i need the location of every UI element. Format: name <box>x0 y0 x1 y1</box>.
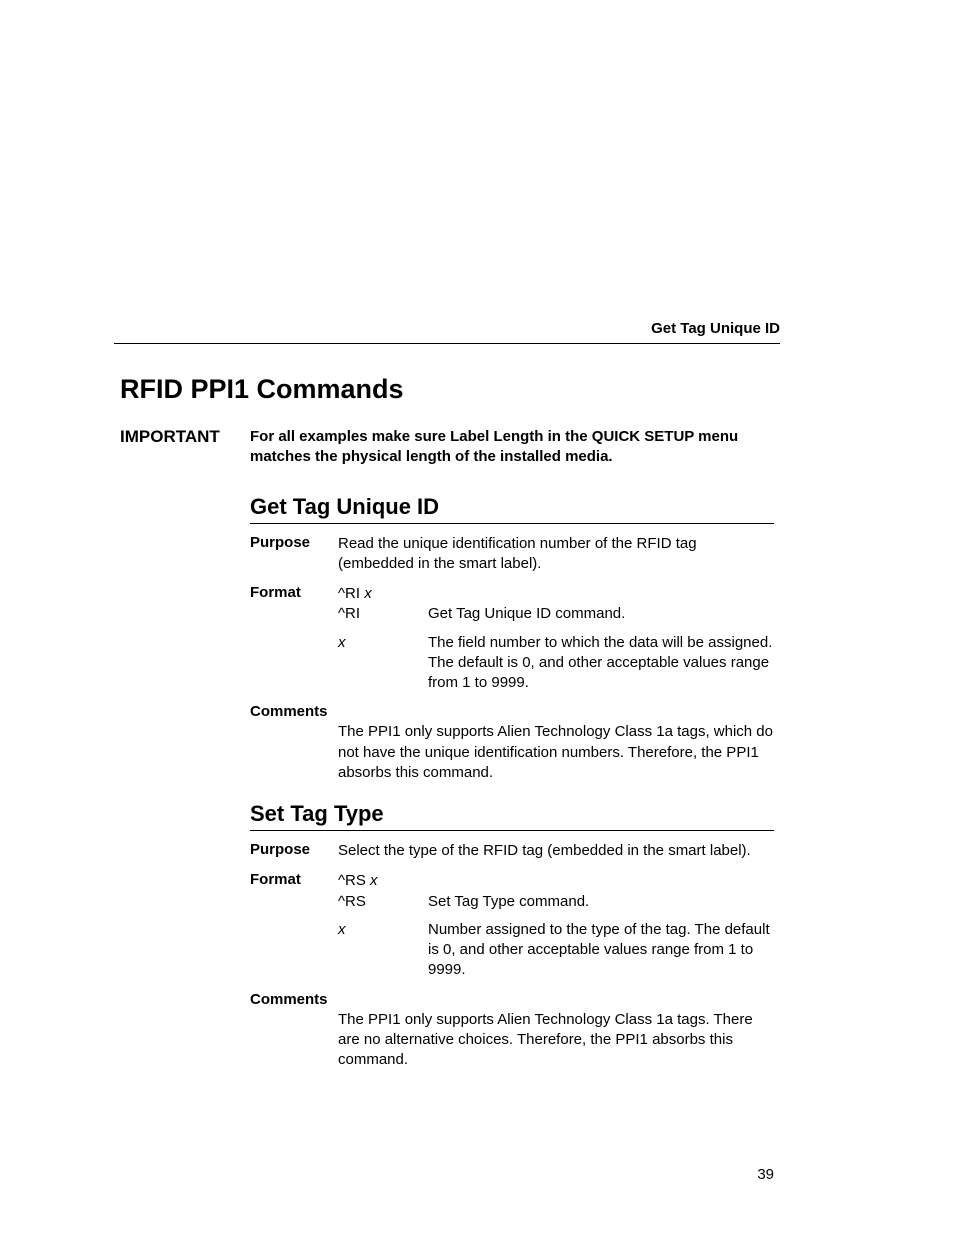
format-row: Format ^RI x ^RI Get Tag Unique ID comma… <box>250 584 774 693</box>
format-param-val: Number assigned to the type of the tag. … <box>428 920 774 981</box>
section-title: Set Tag Type <box>250 801 774 831</box>
format-param: ^RS Set Tag Type command. <box>338 892 774 912</box>
section-get-tag-unique-id: Get Tag Unique ID Purpose Read the uniqu… <box>250 494 774 784</box>
format-param-val: Get Tag Unique ID command. <box>428 604 774 624</box>
running-header: Get Tag Unique ID <box>114 320 780 344</box>
format-param-val: Set Tag Type command. <box>428 892 774 912</box>
section-title: Get Tag Unique ID <box>250 494 774 524</box>
format-param-key: ^RI <box>338 604 428 624</box>
format-param-key: ^RS <box>338 892 428 912</box>
comments-label: Comments <box>250 703 774 720</box>
format-param-val: The field number to which the data will … <box>428 633 774 694</box>
purpose-text: Read the unique identification number of… <box>338 534 774 575</box>
important-note: IMPORTANT For all examples make sure Lab… <box>120 427 774 468</box>
format-arg: x <box>370 872 378 889</box>
comments-label: Comments <box>250 991 774 1008</box>
format-arg: x <box>364 585 372 602</box>
format-param: x The field number to which the data wil… <box>338 633 774 694</box>
format-syntax: ^RS x <box>338 871 774 891</box>
format-param: ^RI Get Tag Unique ID command. <box>338 604 774 624</box>
purpose-label: Purpose <box>250 534 338 551</box>
important-text: For all examples make sure Label Length … <box>250 427 774 468</box>
comments-text: The PPI1 only supports Alien Technology … <box>338 1010 774 1071</box>
purpose-row: Purpose Select the type of the RFID tag … <box>250 841 774 861</box>
format-param-key: x <box>338 633 428 653</box>
section-set-tag-type: Set Tag Type Purpose Select the type of … <box>250 801 774 1070</box>
format-label: Format <box>250 871 338 888</box>
format-label: Format <box>250 584 338 601</box>
comments-text: The PPI1 only supports Alien Technology … <box>338 722 774 783</box>
purpose-label: Purpose <box>250 841 338 858</box>
purpose-row: Purpose Read the unique identification n… <box>250 534 774 575</box>
format-param-key: x <box>338 920 428 940</box>
important-label: IMPORTANT <box>120 427 250 447</box>
format-cmd: ^RS <box>338 872 370 889</box>
page-title: RFID PPI1 Commands <box>120 374 774 405</box>
purpose-text: Select the type of the RFID tag (embedde… <box>338 841 774 861</box>
format-cmd: ^RI <box>338 585 364 602</box>
page-number: 39 <box>757 1166 774 1183</box>
format-row: Format ^RS x ^RS Set Tag Type command. x… <box>250 871 774 980</box>
format-param: x Number assigned to the type of the tag… <box>338 920 774 981</box>
format-syntax: ^RI x <box>338 584 774 604</box>
